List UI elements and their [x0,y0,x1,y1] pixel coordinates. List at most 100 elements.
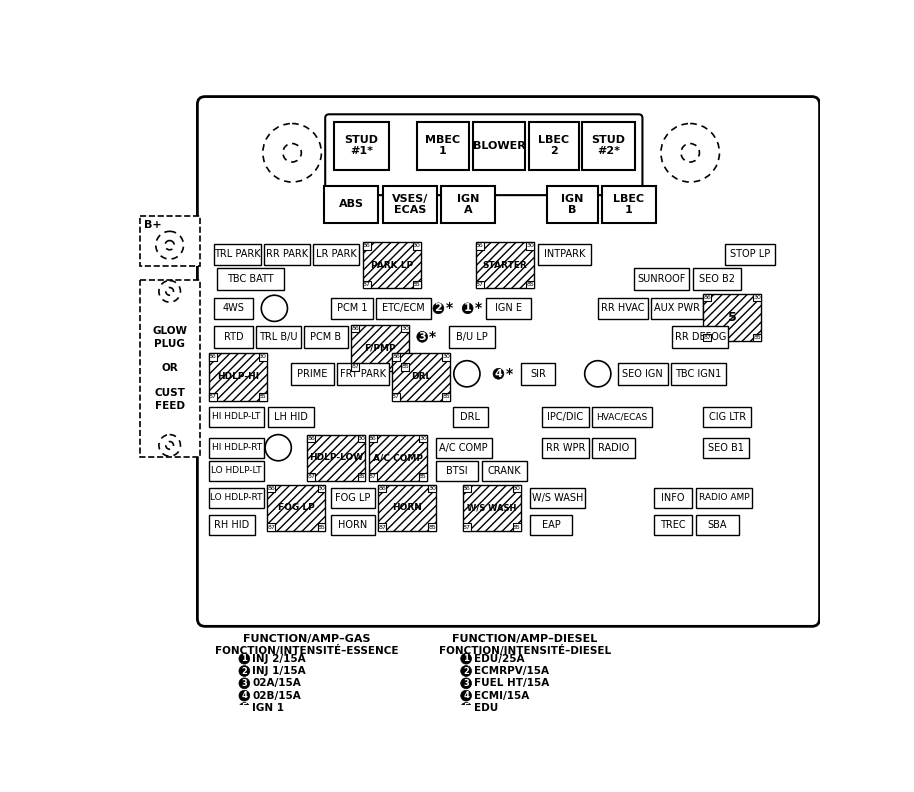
FancyBboxPatch shape [331,488,376,508]
FancyBboxPatch shape [703,294,761,341]
Text: IPC/DIC: IPC/DIC [547,412,583,422]
FancyBboxPatch shape [429,524,436,531]
FancyBboxPatch shape [696,515,739,535]
Text: 87: 87 [463,524,471,530]
FancyBboxPatch shape [369,435,427,481]
FancyBboxPatch shape [357,473,366,481]
Text: 02A/15A: 02A/15A [252,678,301,688]
Text: FOG LP: FOG LP [335,493,370,503]
Text: AUX PWR: AUX PWR [654,303,700,314]
Text: 85: 85 [526,282,534,287]
FancyBboxPatch shape [703,407,751,427]
Text: BLOWER: BLOWER [473,141,526,150]
Text: 86: 86 [463,486,471,491]
FancyBboxPatch shape [473,122,526,169]
Text: *: * [505,367,513,381]
Text: TBC IGN1: TBC IGN1 [675,369,722,379]
FancyBboxPatch shape [671,363,727,385]
FancyBboxPatch shape [654,488,693,508]
Text: 86: 86 [363,243,371,249]
FancyBboxPatch shape [325,114,643,195]
FancyBboxPatch shape [476,242,484,249]
FancyBboxPatch shape [429,485,436,493]
Text: HI HDLP-LT: HI HDLP-LT [212,413,260,421]
Text: ABS: ABS [339,200,364,209]
Text: VSES/
ECAS: VSES/ ECAS [392,194,428,215]
Text: 85: 85 [357,474,366,479]
Text: 1: 1 [463,654,469,663]
FancyBboxPatch shape [420,435,427,442]
FancyBboxPatch shape [392,393,400,401]
FancyBboxPatch shape [140,280,199,457]
Text: SIR: SIR [530,369,546,379]
FancyBboxPatch shape [442,393,450,401]
Text: FUEL HT/15A: FUEL HT/15A [473,678,549,688]
FancyBboxPatch shape [209,393,217,401]
Text: 87: 87 [378,524,386,530]
Text: 85: 85 [317,524,325,530]
Text: IGN E: IGN E [495,303,522,314]
FancyBboxPatch shape [376,298,431,319]
FancyBboxPatch shape [618,363,668,385]
FancyBboxPatch shape [530,488,586,508]
Circle shape [461,678,472,689]
Text: DRL: DRL [461,412,481,422]
Text: 30: 30 [429,486,436,491]
FancyBboxPatch shape [307,435,315,442]
FancyBboxPatch shape [703,333,711,341]
FancyBboxPatch shape [413,242,420,249]
Text: SEO B2: SEO B2 [699,274,735,284]
Text: DRL: DRL [411,372,431,382]
Text: W/S WASH: W/S WASH [532,493,583,503]
FancyBboxPatch shape [513,485,521,493]
Text: 87: 87 [268,524,275,530]
Text: 5: 5 [463,703,469,713]
FancyBboxPatch shape [303,326,348,348]
Text: 87: 87 [392,394,400,399]
FancyBboxPatch shape [331,515,376,535]
Circle shape [433,303,444,314]
Text: *: * [445,301,452,315]
Text: 2: 2 [463,667,469,676]
Text: TRL PARK: TRL PARK [214,249,260,260]
FancyBboxPatch shape [307,473,315,481]
Text: 30: 30 [413,243,420,249]
FancyBboxPatch shape [209,438,264,458]
Text: 87: 87 [703,335,711,340]
FancyBboxPatch shape [436,461,478,481]
Text: PRIME: PRIME [297,369,328,379]
FancyBboxPatch shape [703,438,749,458]
FancyBboxPatch shape [598,298,648,319]
FancyBboxPatch shape [351,325,409,371]
FancyBboxPatch shape [378,485,386,493]
Text: 30: 30 [419,436,427,441]
FancyBboxPatch shape [601,186,655,223]
Text: 30: 30 [401,326,409,331]
FancyBboxPatch shape [582,122,634,169]
Text: BTSI: BTSI [446,466,468,476]
Text: EDU/25A: EDU/25A [473,653,525,664]
Text: IGN
A: IGN A [457,194,480,215]
Text: TBC BATT: TBC BATT [227,274,273,284]
FancyBboxPatch shape [463,485,471,493]
Circle shape [239,665,250,676]
Text: LH HID: LH HID [274,412,308,422]
FancyBboxPatch shape [363,242,420,288]
Text: 02B/15A: 02B/15A [252,691,301,701]
Text: 86: 86 [307,436,315,441]
Text: A/C COMP: A/C COMP [440,443,488,453]
Circle shape [461,703,472,714]
Text: PCM B: PCM B [311,332,342,342]
FancyBboxPatch shape [592,438,634,458]
Text: EDU: EDU [473,703,498,713]
FancyBboxPatch shape [313,244,359,265]
Text: PARK LP: PARK LP [371,261,413,270]
Text: 5: 5 [241,703,248,713]
Circle shape [239,678,250,689]
Circle shape [417,331,428,342]
Text: FRT PARK: FRT PARK [340,369,386,379]
Text: FOG LP: FOG LP [278,503,314,512]
FancyBboxPatch shape [317,485,325,493]
Text: 85: 85 [420,474,427,479]
FancyBboxPatch shape [317,524,325,531]
